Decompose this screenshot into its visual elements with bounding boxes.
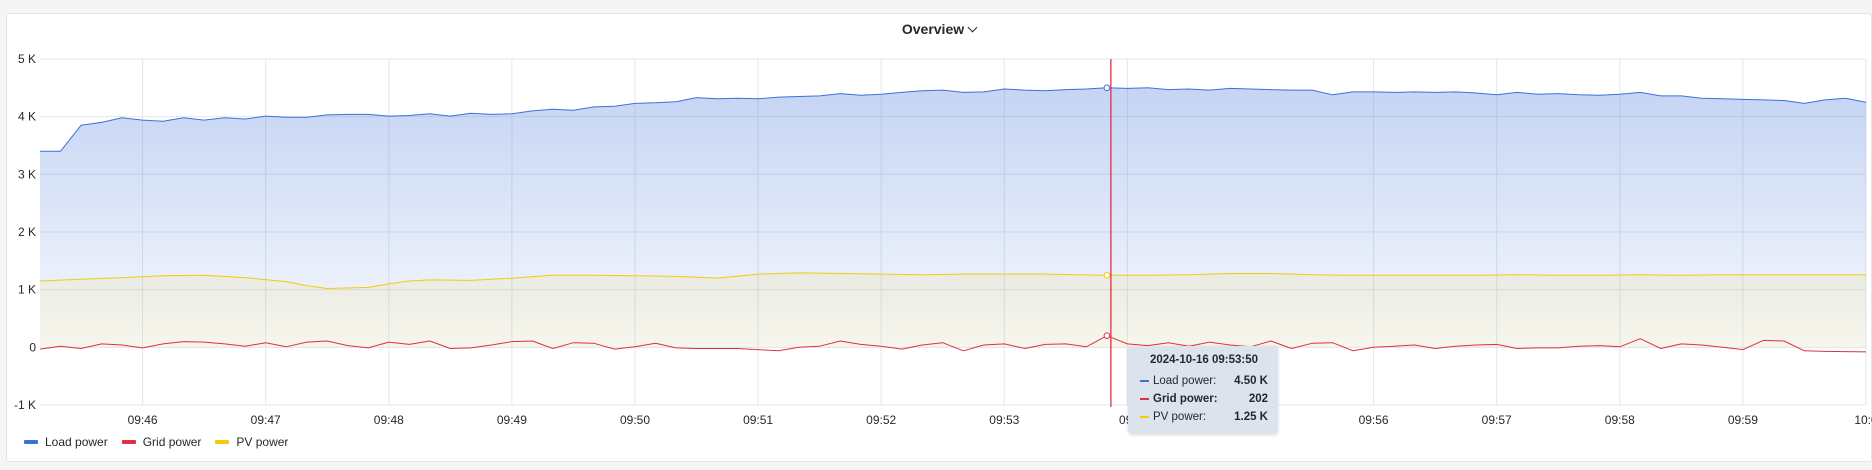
y-tick-label: -1 K bbox=[14, 398, 36, 412]
y-tick-label: 2 K bbox=[18, 225, 36, 239]
y-tick-label: 4 K bbox=[18, 110, 36, 124]
pv-power-area bbox=[40, 272, 1866, 348]
legend-item-grid[interactable]: Grid power bbox=[121, 435, 202, 449]
legend-item-pv[interactable]: PV power bbox=[215, 435, 288, 449]
x-tick-label: 09:58 bbox=[1605, 413, 1635, 427]
tooltip-value: 1.25 K bbox=[1234, 411, 1268, 423]
tooltip-label: Grid power: bbox=[1153, 393, 1218, 405]
y-tick-label: 0 bbox=[29, 340, 36, 354]
x-tick-label: 09:51 bbox=[743, 413, 773, 427]
y-axis: -1 K 0 1 K 2 K 3 K 4 K 5 K bbox=[14, 52, 36, 412]
x-tick-label: 09:47 bbox=[251, 413, 281, 427]
series-layer bbox=[39, 87, 1867, 353]
grid-power-hover-point bbox=[1103, 332, 1111, 339]
x-tick-label: 09:50 bbox=[620, 413, 650, 427]
x-axis: 09:46 09:47 09:48 09:49 09:50 09:51 09:52 09:53… bbox=[128, 413, 1872, 427]
tooltip-row-pv: PV power: 1.25 K bbox=[1140, 408, 1268, 426]
tooltip-value: 202 bbox=[1248, 393, 1268, 405]
panel-title-menu[interactable]: Overview bbox=[901, 21, 978, 37]
x-tick-label: 09:52 bbox=[866, 413, 896, 427]
hover-layer bbox=[1103, 59, 1112, 407]
pv-power-hover-point bbox=[1103, 271, 1111, 279]
panel-header: Overview bbox=[7, 14, 1871, 44]
x-tick-label: 09:57 bbox=[1482, 413, 1512, 427]
x-tick-label: 09:46 bbox=[128, 413, 158, 427]
tooltip-swatch-grid bbox=[1140, 397, 1149, 401]
legend-swatch-grid bbox=[121, 440, 136, 444]
legend-label: PV power bbox=[236, 435, 289, 449]
tooltip-swatch-load bbox=[1140, 379, 1149, 383]
pv-power-line[interactable] bbox=[39, 272, 1866, 289]
y-tick-label: 5 K bbox=[18, 52, 36, 66]
legend-swatch-pv bbox=[215, 440, 230, 444]
x-tick-label: 09:56 bbox=[1359, 413, 1389, 427]
legend-item-load[interactable]: Load power bbox=[24, 435, 108, 449]
hover-tooltip: 2024-10-16 09:53:50 Load power: 4.50 K G… bbox=[1128, 346, 1278, 434]
x-tick-label: 09:53 bbox=[989, 413, 1019, 427]
load-power-hover-point bbox=[1103, 84, 1111, 92]
legend-label: Grid power bbox=[142, 435, 202, 449]
tooltip-swatch-pv bbox=[1140, 415, 1149, 419]
tooltip-row-load: Load power: 4.50 K bbox=[1140, 372, 1268, 390]
tooltip-label: Load power: bbox=[1153, 375, 1217, 387]
grid-power-line[interactable] bbox=[39, 335, 1867, 353]
legend-label: Load power bbox=[45, 435, 108, 449]
legend-swatch-load bbox=[24, 440, 38, 444]
x-tick-label: 09:49 bbox=[497, 413, 527, 427]
x-tick-label: 09:59 bbox=[1728, 413, 1758, 427]
load-power-line[interactable] bbox=[40, 87, 1867, 152]
tooltip-time: 2024-10-16 09:53:50 bbox=[1149, 354, 1259, 366]
chart-legend: Load power Grid power PV power bbox=[24, 435, 288, 449]
panel-title: Overview bbox=[901, 21, 965, 37]
tooltip-value: 4.50 K bbox=[1234, 375, 1268, 387]
y-tick-label: 3 K bbox=[18, 167, 36, 181]
x-tick-label: 10:0 bbox=[1854, 413, 1872, 427]
tooltip-label: PV power: bbox=[1153, 411, 1207, 423]
y-tick-label: 1 K bbox=[18, 283, 36, 297]
tooltip-row-grid: Grid power: 202 bbox=[1140, 390, 1268, 408]
x-tick-label: 09:48 bbox=[374, 413, 404, 427]
